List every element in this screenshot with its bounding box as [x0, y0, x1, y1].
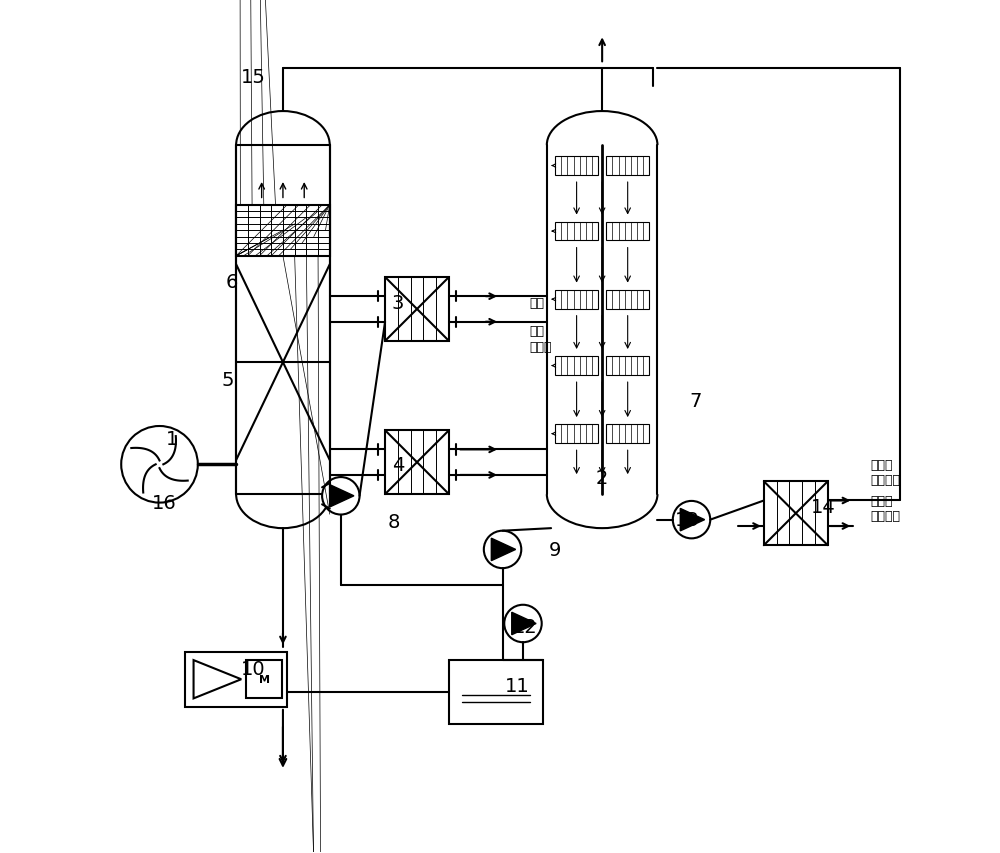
Text: M: M [259, 675, 270, 684]
Text: 冷凝水: 冷凝水 [870, 494, 893, 507]
Bar [449, 660, 543, 724]
Text: 1: 1 [166, 430, 178, 449]
Text: 冷凝水: 冷凝水 [870, 458, 893, 471]
Bar [185, 652, 287, 707]
Bar [385, 278, 449, 341]
Polygon shape [491, 538, 516, 561]
Text: 15: 15 [241, 68, 266, 87]
Circle shape [673, 502, 710, 539]
Bar [555, 425, 598, 444]
Bar [606, 357, 649, 375]
Bar [555, 291, 598, 309]
Text: 4: 4 [392, 456, 404, 474]
Bar [606, 291, 649, 309]
Bar [555, 223, 598, 241]
Bar [555, 357, 598, 375]
Bar [606, 157, 649, 176]
Bar [236, 146, 330, 495]
Text: 冷凝水: 冷凝水 [530, 341, 552, 354]
Text: 循环出口: 循环出口 [870, 473, 900, 486]
Text: 10: 10 [241, 659, 265, 678]
Text: 蒸汽: 蒸汽 [530, 297, 545, 310]
Bar [236, 206, 330, 257]
Text: 循环入口: 循环入口 [870, 509, 900, 522]
Text: 3: 3 [392, 293, 404, 313]
Bar [764, 482, 828, 546]
Polygon shape [330, 485, 354, 508]
Text: 蒸汽: 蒸汽 [530, 325, 545, 338]
Text: 9: 9 [549, 540, 562, 560]
Text: 11: 11 [505, 676, 529, 695]
Text: 13: 13 [675, 511, 700, 530]
Text: 5: 5 [221, 370, 234, 389]
Bar [606, 223, 649, 241]
Polygon shape [512, 612, 536, 635]
Bar [385, 431, 449, 495]
Text: 7: 7 [690, 392, 702, 410]
Bar [606, 425, 649, 444]
Polygon shape [680, 508, 705, 531]
Circle shape [484, 531, 521, 568]
Text: 16: 16 [151, 494, 176, 513]
Bar [246, 660, 282, 699]
Bar [555, 157, 598, 176]
Text: 12: 12 [513, 617, 538, 635]
Text: 6: 6 [226, 272, 238, 292]
Circle shape [322, 478, 360, 515]
Text: 2: 2 [596, 468, 608, 487]
Circle shape [504, 605, 542, 642]
Text: 8: 8 [387, 513, 400, 531]
Text: 14: 14 [811, 498, 836, 517]
Circle shape [121, 426, 198, 503]
